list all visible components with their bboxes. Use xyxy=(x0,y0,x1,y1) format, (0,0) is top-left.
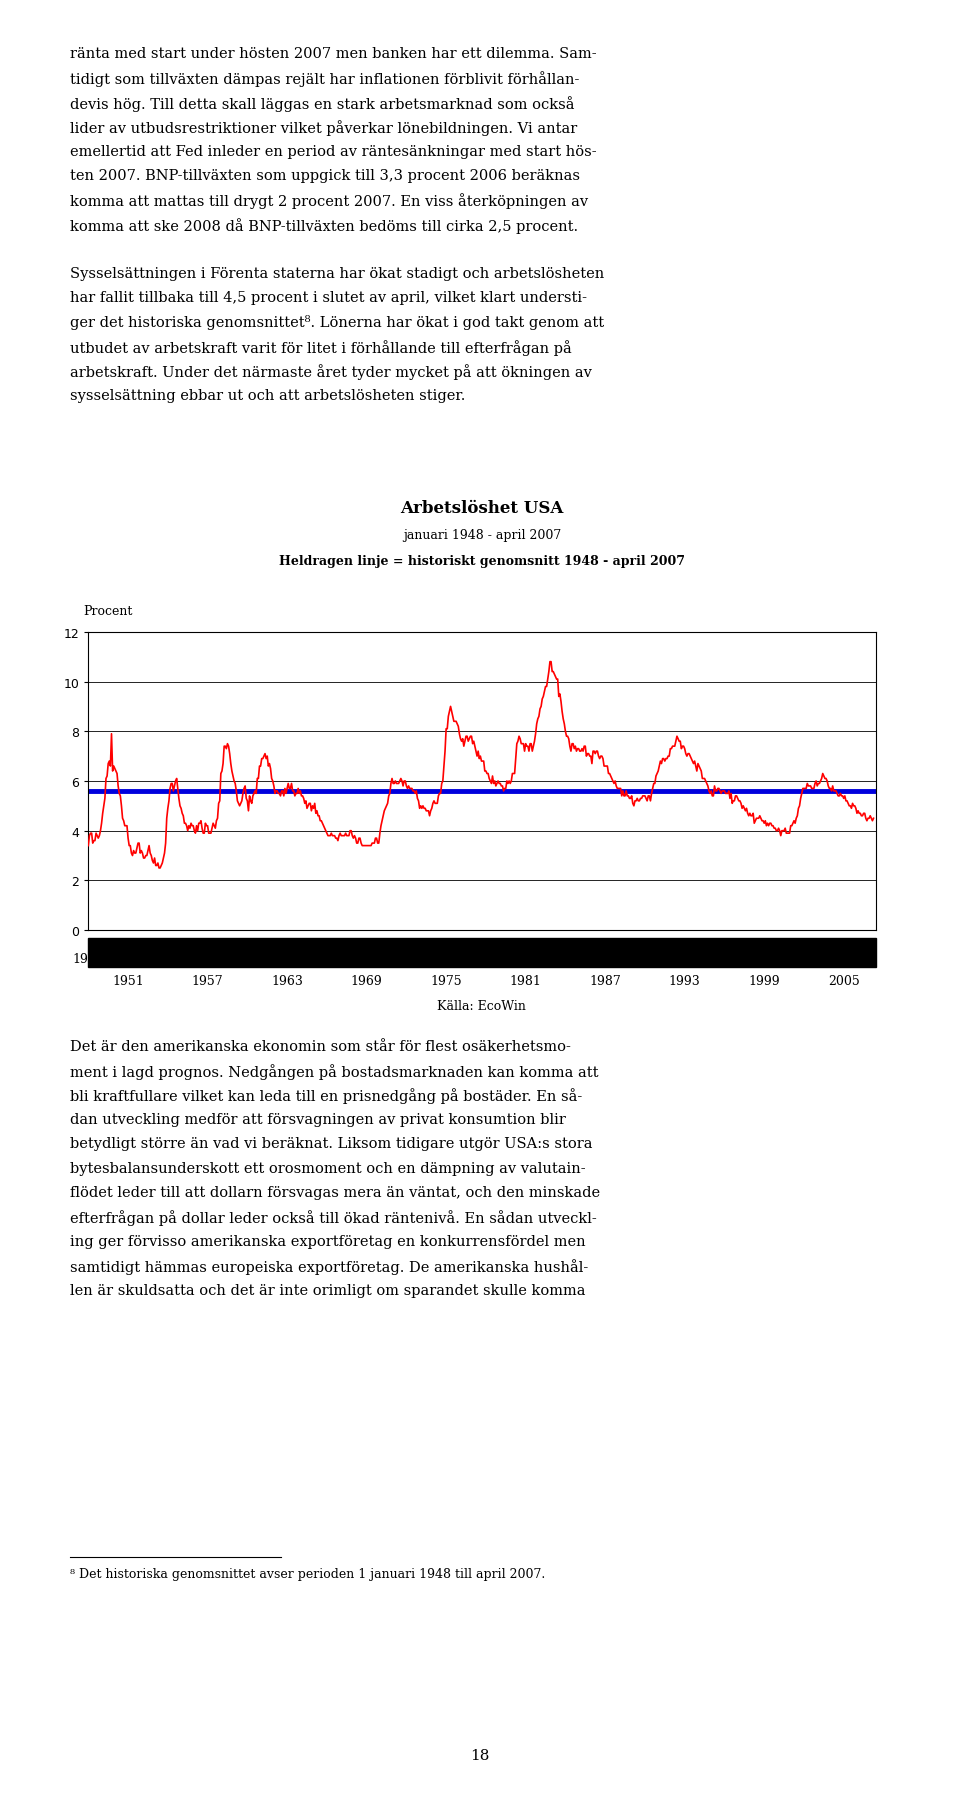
Text: 1993: 1993 xyxy=(669,974,701,987)
Text: Heldragen linje = historiskt genomsnitt 1948 - april 2007: Heldragen linje = historiskt genomsnitt … xyxy=(279,555,684,567)
Text: 1975: 1975 xyxy=(430,974,462,987)
Text: efterfrågan på dollar leder också till ökad räntenivå. En sådan utveckl-: efterfrågan på dollar leder också till ö… xyxy=(70,1211,597,1225)
Text: samtidigt hämmas europeiska exportföretag. De amerikanska hushål-: samtidigt hämmas europeiska exportföreta… xyxy=(70,1258,588,1274)
Text: 1966: 1966 xyxy=(311,952,343,965)
Text: devis hög. Till detta skall läggas en stark arbetsmarknad som också: devis hög. Till detta skall läggas en st… xyxy=(70,96,575,112)
Text: januari 1948 - april 2007: januari 1948 - april 2007 xyxy=(403,529,561,542)
Text: 1981: 1981 xyxy=(510,974,541,987)
Text: 1954: 1954 xyxy=(152,952,183,965)
Text: 1969: 1969 xyxy=(350,974,382,987)
Text: 1990: 1990 xyxy=(629,952,660,965)
Text: emellertid att Fed inleder en period av räntesänkningar med start hös-: emellertid att Fed inleder en period av … xyxy=(70,145,597,159)
Text: flödet leder till att dollarn försvagas mera än väntat, och den minskade: flödet leder till att dollarn försvagas … xyxy=(70,1185,600,1200)
Text: sysselsättning ebbar ut och att arbetslösheten stiger.: sysselsättning ebbar ut och att arbetslö… xyxy=(70,389,466,403)
Text: 2002: 2002 xyxy=(788,952,820,965)
Text: 2005: 2005 xyxy=(828,974,859,987)
Text: ger det historiska genomsnittet⁸. Lönerna har ökat i god takt genom att: ger det historiska genomsnittet⁸. Lönern… xyxy=(70,314,604,331)
Text: ⁸ Det historiska genomsnittet avser perioden 1 januari 1948 till april 2007.: ⁸ Det historiska genomsnittet avser peri… xyxy=(70,1567,545,1579)
Text: ment i lagd prognos. Nedgången på bostadsmarknaden kan komma att: ment i lagd prognos. Nedgången på bostad… xyxy=(70,1063,599,1079)
Text: 1951: 1951 xyxy=(112,974,144,987)
Bar xyxy=(88,938,876,969)
Text: bytesbalansunderskott ett orosmoment och en dämpning av valutain-: bytesbalansunderskott ett orosmoment och… xyxy=(70,1162,586,1175)
Text: 1984: 1984 xyxy=(549,952,582,965)
Text: har fallit tillbaka till 4,5 procent i slutet av april, vilket klart understi-: har fallit tillbaka till 4,5 procent i s… xyxy=(70,291,588,305)
Text: 1948: 1948 xyxy=(72,952,105,965)
Text: bli kraftfullare vilket kan leda till en prisnedgång på bostäder. En så-: bli kraftfullare vilket kan leda till en… xyxy=(70,1088,583,1104)
Text: len är skuldsatta och det är inte orimligt om sparandet skulle komma: len är skuldsatta och det är inte orimli… xyxy=(70,1283,586,1297)
Text: 1972: 1972 xyxy=(391,952,422,965)
Text: komma att ske 2008 då BNP-tillväxten bedöms till cirka 2,5 procent.: komma att ske 2008 då BNP-tillväxten bed… xyxy=(70,217,578,233)
Text: 1957: 1957 xyxy=(192,974,224,987)
Text: 1978: 1978 xyxy=(470,952,502,965)
Text: 18: 18 xyxy=(470,1747,490,1762)
Text: komma att mattas till drygt 2 procent 2007. En viss återköpningen av: komma att mattas till drygt 2 procent 20… xyxy=(70,193,588,210)
Text: 1963: 1963 xyxy=(271,974,303,987)
Text: 1987: 1987 xyxy=(589,974,621,987)
Text: betydligt större än vad vi beräknat. Liksom tidigare utgör USA:s stora: betydligt större än vad vi beräknat. Lik… xyxy=(70,1137,592,1151)
Text: ing ger förvisso amerikanska exportföretag en konkurrensfördel men: ing ger förvisso amerikanska exportföret… xyxy=(70,1234,586,1249)
Text: Arbetslöshet USA: Arbetslöshet USA xyxy=(400,501,564,517)
Text: ten 2007. BNP-tillväxten som uppgick till 3,3 procent 2006 beräknas: ten 2007. BNP-tillväxten som uppgick til… xyxy=(70,168,580,183)
Text: arbetskraft. Under det närmaste året tyder mycket på att ökningen av: arbetskraft. Under det närmaste året tyd… xyxy=(70,363,592,379)
Text: 1996: 1996 xyxy=(708,952,740,965)
Text: ränta med start under hösten 2007 men banken har ett dilemma. Sam-: ränta med start under hösten 2007 men ba… xyxy=(70,47,597,61)
Text: 1960: 1960 xyxy=(231,952,263,965)
Text: Källa: EcoWin: Källa: EcoWin xyxy=(438,999,526,1012)
Text: dan utveckling medför att försvagningen av privat konsumtion blir: dan utveckling medför att försvagningen … xyxy=(70,1111,566,1126)
Text: lider av utbudsrestriktioner vilket påverkar lönebildningen. Vi antar: lider av utbudsrestriktioner vilket påve… xyxy=(70,119,577,136)
Text: tidigt som tillväxten dämpas rejält har inflationen förblivit förhållan-: tidigt som tillväxten dämpas rejält har … xyxy=(70,70,580,87)
Text: Sysselsättningen i Förenta staterna har ökat stadigt och arbetslösheten: Sysselsättningen i Förenta staterna har … xyxy=(70,266,605,280)
Text: 1999: 1999 xyxy=(749,974,780,987)
Text: utbudet av arbetskraft varit för litet i förhållande till efterfrågan på: utbudet av arbetskraft varit för litet i… xyxy=(70,340,572,356)
Text: Det är den amerikanska ekonomin som står för flest osäkerhetsmo-: Det är den amerikanska ekonomin som står… xyxy=(70,1039,571,1053)
Text: Procent: Procent xyxy=(84,605,132,618)
